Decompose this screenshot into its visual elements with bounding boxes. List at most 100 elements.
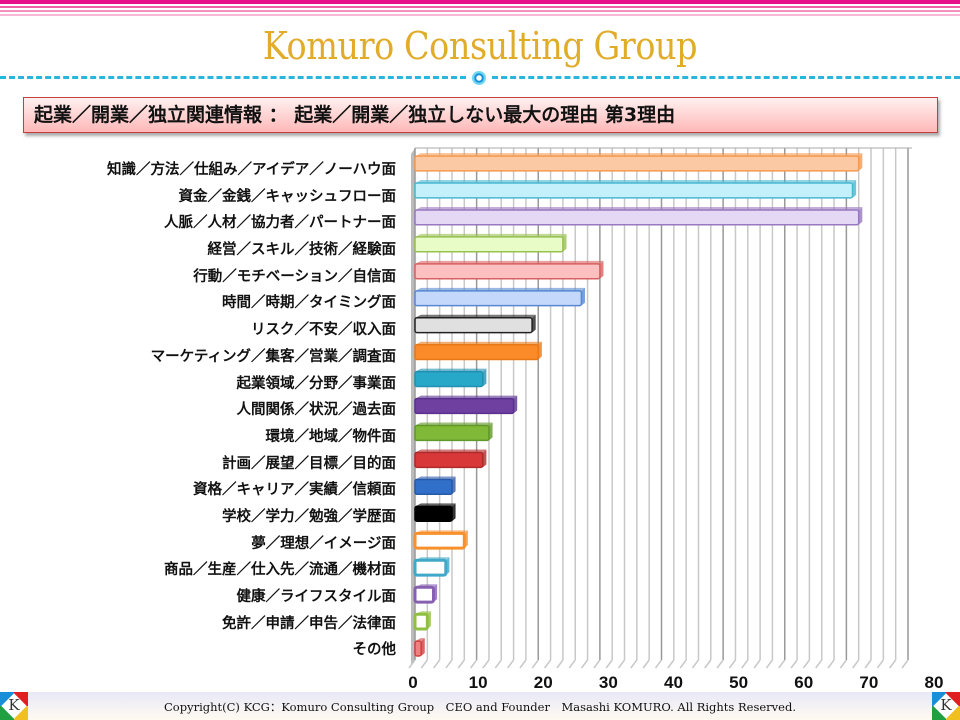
gridline-floor — [642, 659, 650, 669]
gridline-floor — [630, 659, 638, 669]
category-labels: 知識／方法／仕組み／アイデア／ノーハウ面資金／金銭／キャッシュフロー面人脈／人材… — [0, 157, 396, 664]
gridline-floor — [889, 659, 897, 669]
gridline-floor — [901, 659, 909, 669]
top-stripe — [0, 0, 960, 4]
bar-side — [538, 341, 542, 360]
category-label: 資金／金銭／キャッシュフロー面 — [178, 188, 397, 205]
gridline-floor — [679, 659, 687, 669]
gridline-floor — [580, 659, 589, 669]
bar — [414, 397, 515, 415]
gridline-floor — [470, 659, 478, 669]
gridline-floor — [420, 659, 428, 669]
gridline-floor — [519, 659, 527, 669]
top-stripe — [0, 10, 960, 12]
k-logo-icon: K — [932, 692, 960, 720]
gridline-floor — [667, 659, 675, 669]
gridline-floor — [815, 659, 823, 669]
gridline-floor — [839, 659, 847, 669]
category-label: 商品／生産／仕入先／流通／機材面 — [164, 562, 396, 579]
category-label: 行動／モチベーション／自信面 — [193, 268, 396, 285]
gridline-floor — [728, 659, 737, 669]
x-tick-label: 50 — [729, 673, 748, 692]
bar-side — [482, 449, 487, 468]
gridline-floor — [445, 659, 453, 669]
bar — [414, 424, 490, 442]
gridline-floor — [556, 659, 564, 669]
top-stripe — [0, 14, 960, 16]
gridline-floor — [617, 659, 626, 669]
bar-side — [599, 260, 604, 279]
gridline-floor — [457, 659, 465, 669]
gridline-floor — [765, 659, 774, 669]
bar — [414, 343, 539, 361]
gridline-floor — [482, 659, 490, 669]
gridline-floor — [531, 659, 539, 669]
bar — [414, 236, 564, 253]
gridline-floor — [691, 659, 700, 669]
gridline-floor — [864, 659, 872, 669]
bar — [414, 155, 860, 172]
bar — [414, 263, 601, 280]
k-logo-icon: K — [0, 692, 28, 720]
brand-title: Komuro Consulting Group — [262, 24, 698, 68]
category-label: 時間／時期／タイミング面 — [222, 295, 396, 312]
copyright-text: Copyright(C) KCG：Komuro Consulting Group… — [164, 700, 796, 714]
category-label: 健康／ライフスタイル面 — [236, 589, 397, 605]
category-label: 人間関係／状況／過去面 — [236, 402, 397, 419]
gridline-floor — [433, 659, 441, 669]
gridline-floor — [876, 659, 884, 669]
category-label: 免許／申請／申告／法律面 — [222, 615, 396, 632]
x-tick-label: 20 — [534, 673, 553, 692]
gridline-floor — [753, 659, 761, 669]
gridline-floor — [716, 659, 724, 669]
bar — [413, 531, 466, 550]
x-tick-label: 10 — [469, 673, 488, 692]
bar — [413, 585, 435, 604]
slide-subtitle: 起業／開業／独立関連情報 ： 起業／開業／独立しない最大の理由 第3理由 — [23, 97, 938, 133]
bar — [414, 640, 422, 657]
gridline-floor — [408, 659, 416, 669]
x-tick-label: 30 — [599, 673, 618, 692]
bar-side — [451, 476, 456, 495]
category-label: 人脈／人材／協力者／パートナー面 — [164, 215, 396, 232]
footer-bar — [0, 692, 960, 720]
bar-side — [852, 180, 857, 198]
category-label: 夢／理想／イメージ面 — [251, 535, 396, 552]
bar — [414, 209, 860, 226]
bar — [414, 451, 484, 469]
bar — [413, 612, 429, 631]
bar — [414, 317, 533, 334]
category-label: リスク／不安／収入面 — [251, 322, 396, 339]
bar-side — [513, 395, 518, 414]
bar-side — [421, 638, 425, 656]
bar-side — [451, 503, 456, 522]
category-label: マーケティング／集客／営業／調査面 — [150, 348, 396, 365]
category-label: 経営／スキル／技術／経験面 — [207, 242, 397, 259]
gridline-floor — [605, 659, 613, 669]
divider-left — [0, 76, 466, 79]
bar-side — [488, 422, 493, 441]
gridline-floor — [654, 659, 663, 669]
logo-letter: K — [8, 696, 20, 714]
category-label: 知識／方法／仕組み／アイデア／ノーハウ面 — [107, 162, 396, 178]
bar — [414, 182, 854, 199]
bar-side — [581, 287, 585, 306]
gridline-floor — [778, 659, 786, 669]
bar-side — [858, 153, 863, 171]
gridline-floor — [802, 659, 811, 669]
x-tick-label: 80 — [925, 673, 944, 692]
gridline-floor — [704, 659, 712, 669]
gridline-floor — [593, 659, 601, 669]
category-label: 環境／地域／物件面 — [265, 428, 397, 445]
category-label: 学校／学力／勉強／学歴面 — [222, 508, 396, 525]
bar-side — [562, 233, 567, 252]
gridline-floor — [790, 659, 798, 669]
bar-side — [858, 206, 863, 225]
gridline-floor — [507, 659, 515, 669]
x-tick-label: 40 — [664, 673, 683, 692]
category-label: 起業領域／分野／事業面 — [236, 375, 397, 392]
divider-right — [492, 76, 960, 79]
x-tick-label: 70 — [859, 673, 878, 692]
x-tick-label: 0 — [408, 673, 417, 692]
